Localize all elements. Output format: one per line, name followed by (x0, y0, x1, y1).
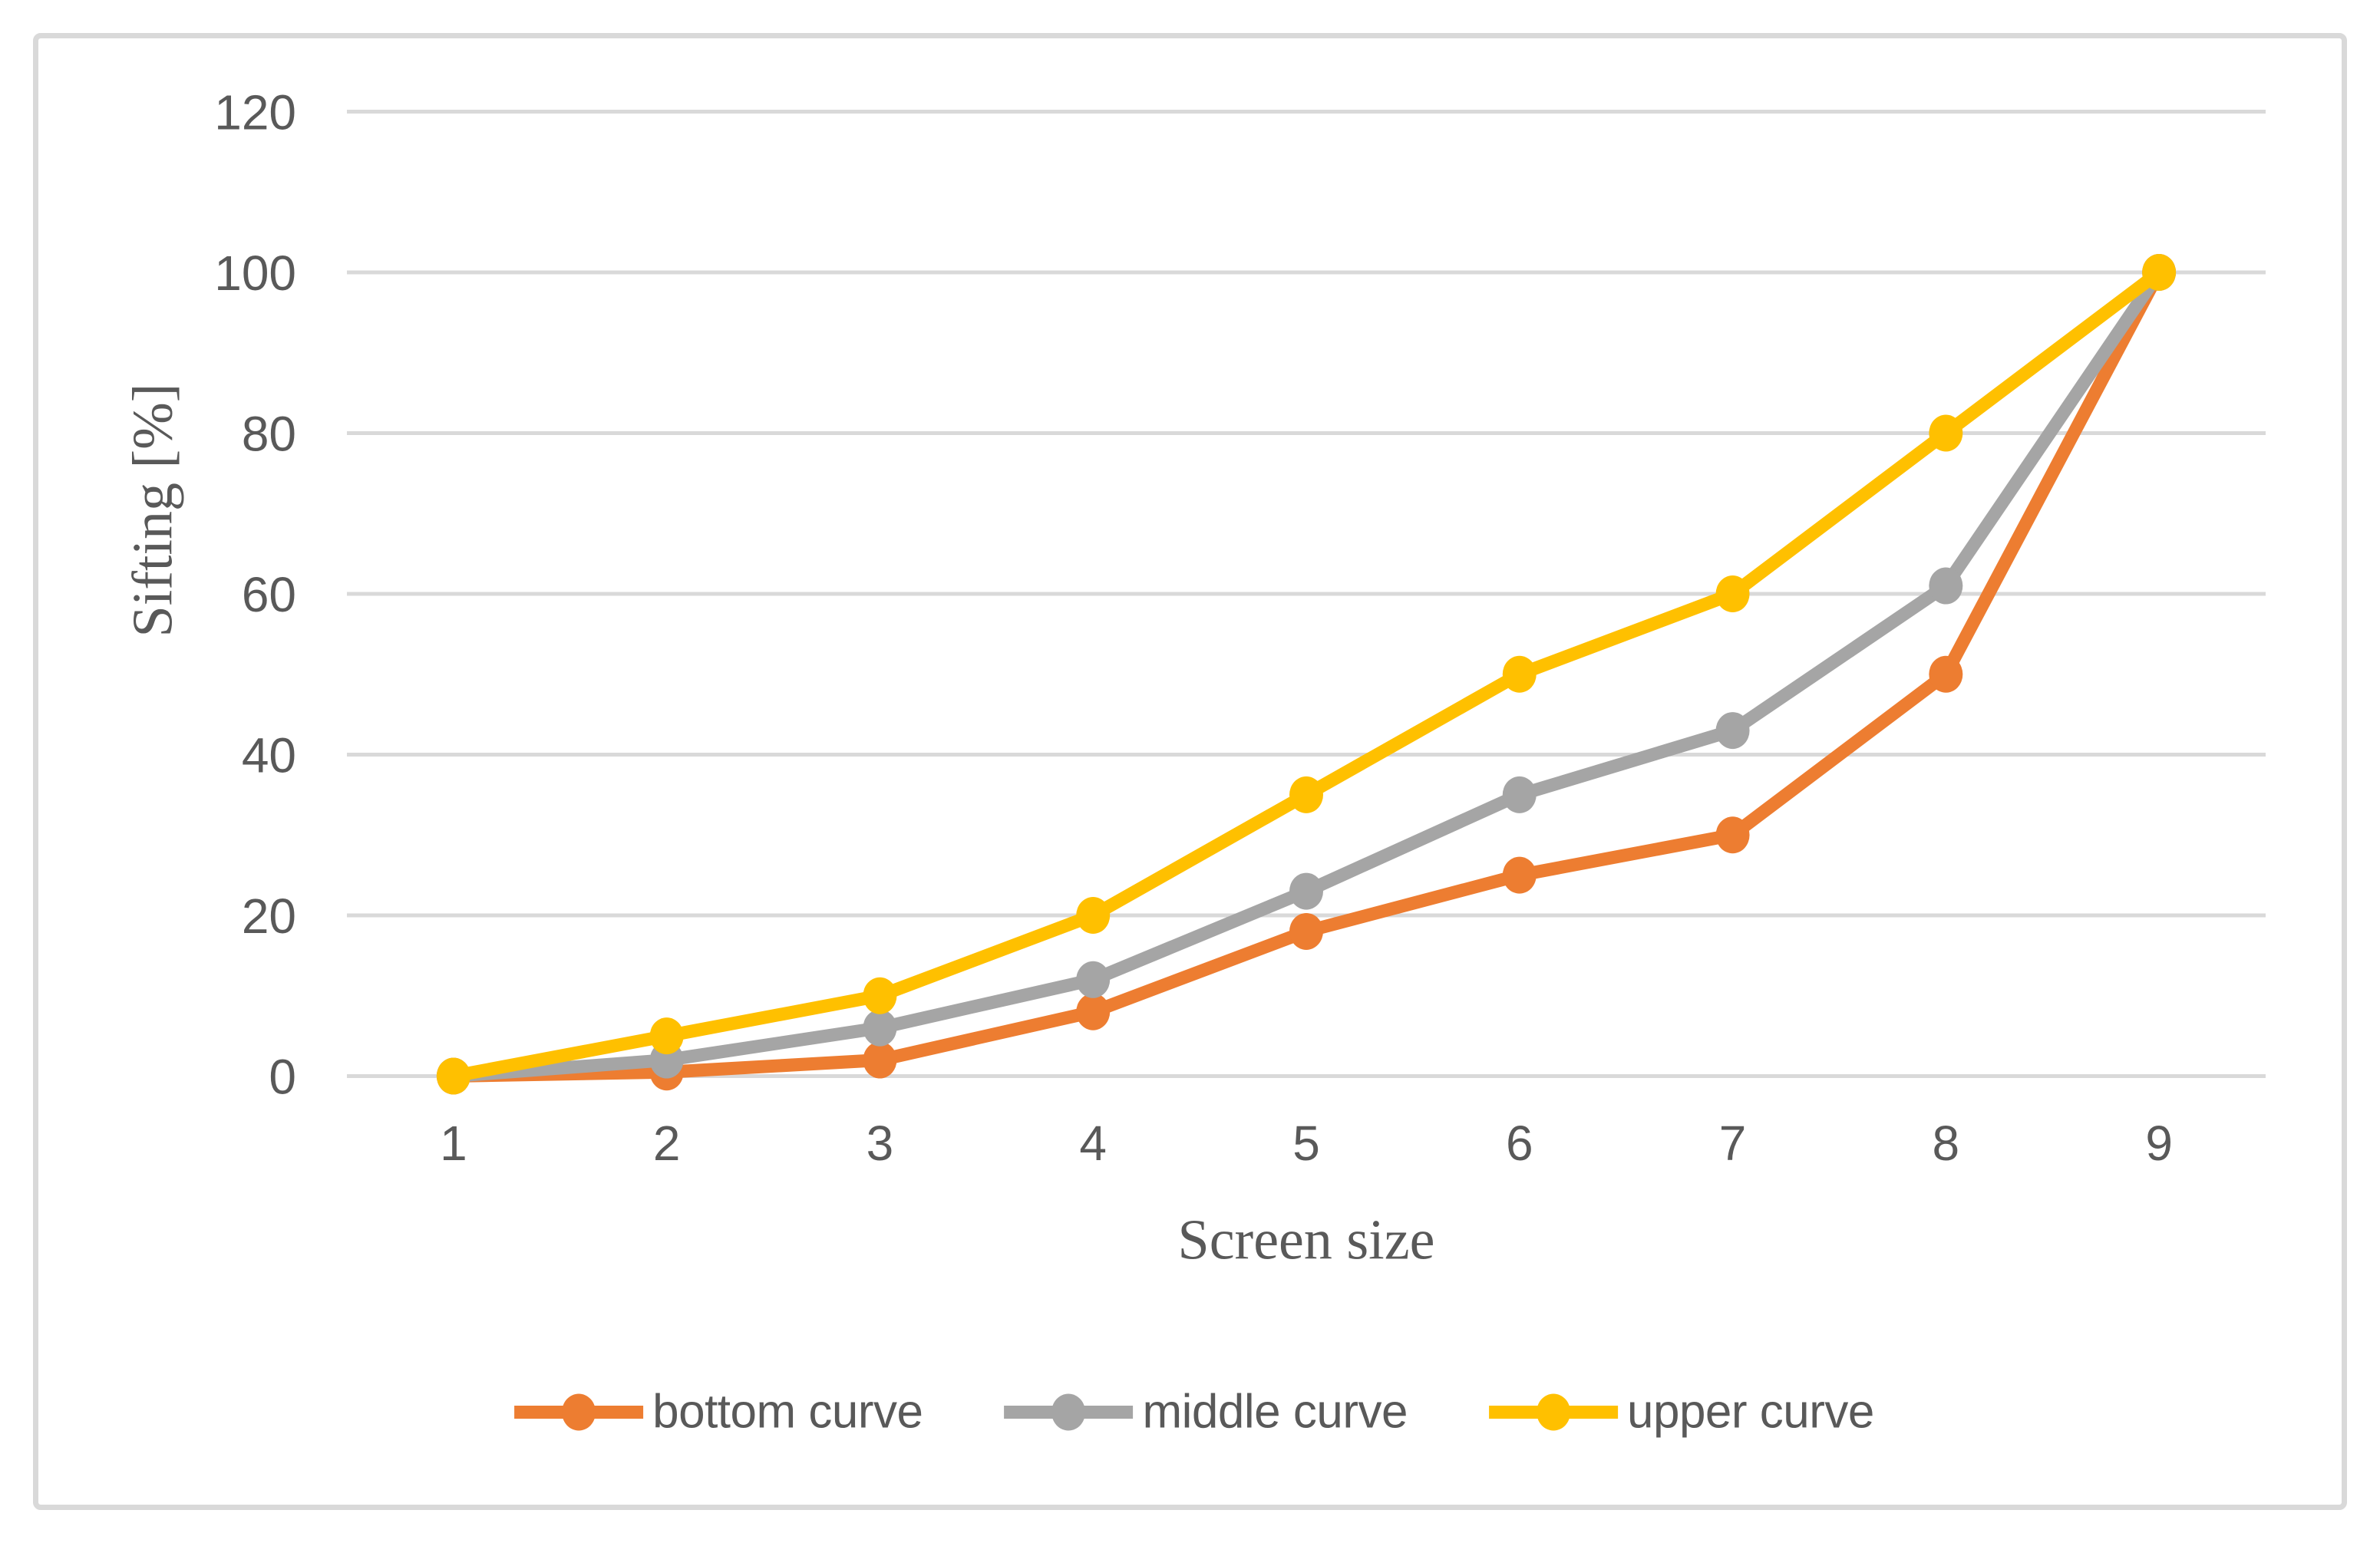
data-point-marker (1289, 776, 1323, 813)
data-point-marker (863, 1009, 897, 1047)
data-point-marker (1076, 993, 1111, 1030)
y-tick-label: 120 (214, 85, 296, 140)
legend-dot (1051, 1393, 1086, 1430)
legend-item: middle curve (1002, 1385, 1408, 1439)
data-point-marker (1715, 712, 1750, 750)
data-point-marker (1929, 414, 1963, 452)
y-tick-label: 100 (214, 246, 296, 301)
data-point-marker (1502, 655, 1537, 693)
x-tick-label: 3 (867, 1116, 894, 1171)
legend-marker-icon (1488, 1393, 1618, 1430)
data-point-marker (1715, 816, 1750, 854)
legend-item: bottom curve (513, 1385, 923, 1439)
series-line (447, 265, 2166, 1083)
data-point-marker (1929, 567, 1963, 605)
legend-dot (562, 1393, 596, 1430)
data-point-marker (1715, 575, 1750, 612)
x-tick-label: 6 (1506, 1116, 1533, 1171)
data-point-marker (863, 977, 897, 1014)
data-point-marker (863, 1041, 897, 1079)
series-line (447, 265, 2166, 1083)
x-axis-title: Screen size (1177, 1208, 1435, 1272)
y-tick-label: 60 (242, 567, 296, 622)
data-point-marker (436, 1057, 470, 1095)
data-point-marker (2142, 254, 2177, 291)
data-point-marker (1502, 856, 1537, 894)
y-tick-label: 80 (242, 407, 296, 462)
legend-label: upper curve (1626, 1385, 1874, 1439)
series-line (447, 265, 2166, 1083)
x-tick-label: 9 (2145, 1116, 2173, 1171)
legend: bottom curve middle curve upper curve (513, 1385, 1874, 1439)
x-tick-label: 7 (1719, 1116, 1747, 1171)
y-tick-label: 20 (242, 889, 296, 944)
figure-border (33, 33, 2347, 1510)
y-tick-label: 0 (269, 1050, 296, 1105)
legend-label: bottom curve (652, 1385, 923, 1439)
legend-item: upper curve (1487, 1385, 1874, 1439)
y-tick-label: 40 (242, 728, 296, 783)
x-tick-label: 8 (1933, 1116, 1960, 1171)
data-point-marker (1502, 776, 1537, 813)
x-tick-label: 2 (653, 1116, 681, 1171)
legend-marker-icon (514, 1393, 644, 1430)
y-axis-title: Sifting [%] (121, 383, 185, 638)
data-point-marker (1076, 897, 1111, 934)
data-point-marker (649, 1017, 684, 1055)
data-point-marker (1929, 655, 1963, 693)
legend-dot (1536, 1393, 1570, 1430)
legend-label: middle curve (1142, 1385, 1408, 1439)
data-point-marker (1289, 912, 1323, 950)
legend-marker-icon (1004, 1393, 1134, 1430)
x-tick-label: 1 (440, 1116, 467, 1171)
x-tick-label: 5 (1292, 1116, 1320, 1171)
data-point-marker (1289, 872, 1323, 910)
x-tick-label: 4 (1079, 1116, 1107, 1171)
data-point-marker (1076, 961, 1111, 998)
